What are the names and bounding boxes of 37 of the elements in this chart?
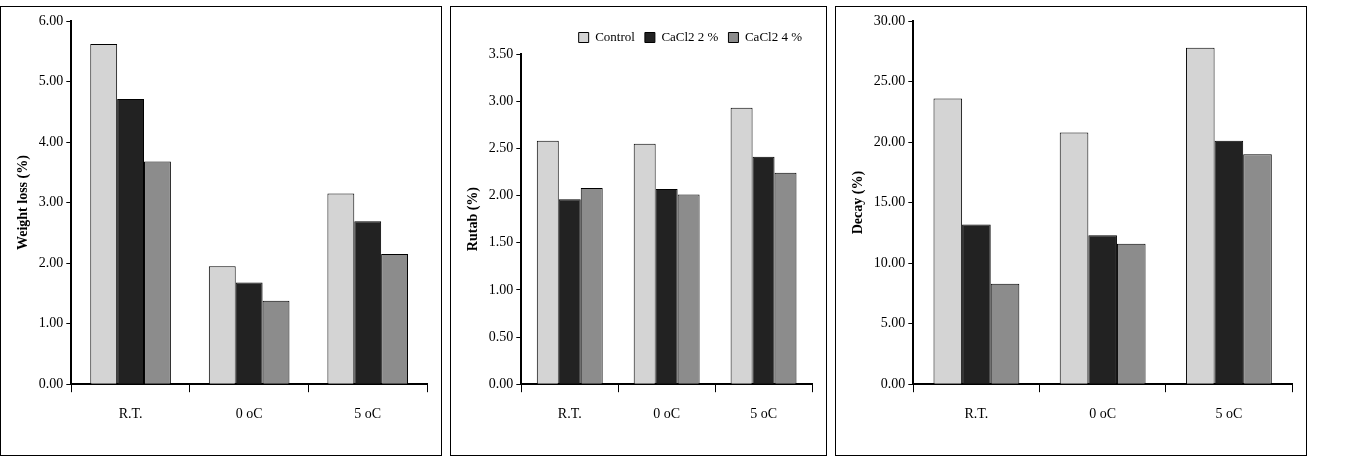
legend-label: CaCl2 2 % [661, 28, 719, 44]
y-axis-title: Decay (%) [850, 170, 867, 235]
y-tick-label: 10.00 [873, 254, 906, 270]
y-tick-label: 3.50 [488, 45, 514, 61]
x-tick-label: 5 oC [750, 406, 777, 422]
x-tick-label: R.T. [557, 406, 582, 422]
x-tick-label: R.T. [964, 406, 989, 422]
y-tick-label: 1.50 [488, 234, 514, 250]
y-tick-label: 6.00 [38, 12, 64, 28]
y-tick-label: 2.00 [38, 254, 64, 270]
y-tick-label: 15.00 [873, 194, 906, 210]
x-tick-label: 5 oC [354, 406, 382, 422]
x-tick-label: 5 oC [1215, 406, 1243, 422]
y-tick-label: 2.50 [488, 140, 514, 156]
y-axis-title: Weight loss (%) [15, 154, 32, 251]
y-tick-label: 30.00 [873, 12, 906, 28]
y-tick-label: 1.00 [488, 281, 514, 297]
x-tick-label: 0 oC [1089, 406, 1117, 422]
y-tick-label: 5.00 [880, 315, 906, 331]
x-tick-label: R.T. [118, 406, 143, 422]
y-tick-label: 3.00 [488, 92, 514, 108]
y-tick-label: 2.00 [488, 187, 514, 203]
y-tick-label: 3.00 [38, 194, 64, 210]
x-tick-label: 0 oC [235, 406, 263, 422]
y-tick-label: 25.00 [873, 73, 906, 89]
legend-label: CaCl2 4 % [744, 28, 803, 44]
y-tick-label: 5.00 [38, 73, 64, 89]
x-tick-label: 0 oC [653, 406, 681, 422]
y-axis-title: Rutab (%) [465, 186, 482, 252]
y-tick-label: 4.00 [38, 133, 64, 149]
y-tick-label: 20.00 [873, 133, 906, 149]
y-tick-label: 0.00 [488, 375, 514, 391]
legend-label: Control [595, 28, 636, 44]
y-tick-label: 0.00 [880, 375, 906, 391]
y-tick-label: 0.00 [38, 375, 64, 391]
y-tick-label: 0.50 [488, 328, 514, 344]
y-tick-label: 1.00 [38, 315, 64, 331]
